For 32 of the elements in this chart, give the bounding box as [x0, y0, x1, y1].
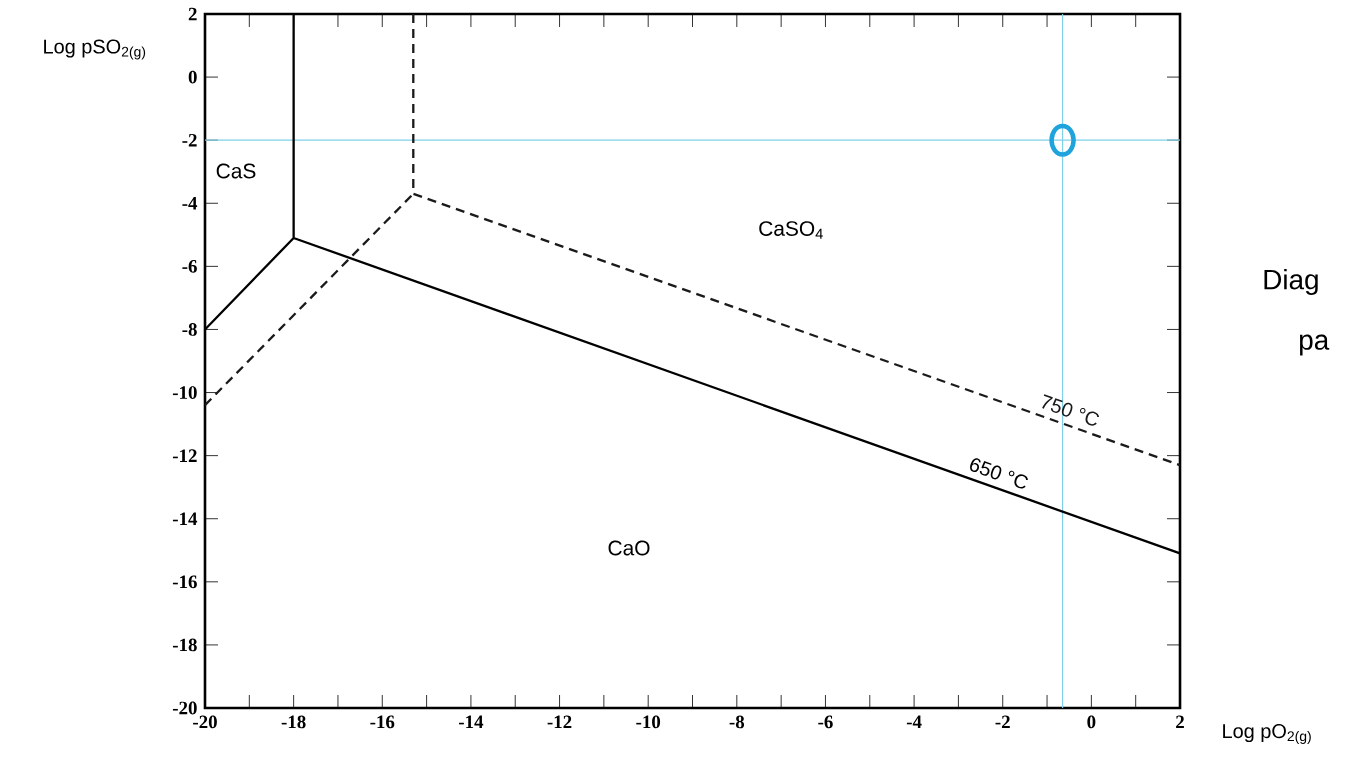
- y-tick-label: -12: [172, 449, 197, 462]
- y-tick-label: -10: [172, 386, 197, 399]
- y-tick-label: -2: [182, 133, 197, 147]
- x-tick-label: -6: [818, 715, 833, 729]
- x-tick-label: -2: [995, 715, 1010, 729]
- text: 650 °C: [970, 458, 1028, 489]
- annotation: CaS: [216, 163, 256, 179]
- y-tick-label: -20: [172, 701, 197, 715]
- x-tick-label: -12: [547, 715, 572, 729]
- y-tick-label: -8: [182, 323, 197, 336]
- x-tick-label: -18: [281, 715, 306, 729]
- text: pa: [1300, 334, 1330, 356]
- x-tick-label: -16: [370, 715, 395, 729]
- annotation: CaO: [608, 540, 650, 556]
- x-tick-label: -14: [458, 715, 484, 729]
- annotation: CaSO$_{4}$: [759, 221, 823, 239]
- x-tick-label: -4: [906, 715, 922, 728]
- y-tick-label: -18: [172, 638, 197, 652]
- x-tick-label: -8: [729, 715, 745, 729]
- x-tick-label: -10: [636, 715, 661, 729]
- x-tick-label: 0: [1087, 715, 1096, 729]
- y-tick-label: 0: [188, 70, 197, 84]
- x-tick-label: 2: [1176, 715, 1184, 729]
- x-axis-title: Log pO$_{2(g)}$: [1223, 724, 1311, 744]
- y-tick-label: 2: [188, 7, 197, 21]
- y-tick-label: -6: [182, 260, 197, 273]
- y-axis-title: Log pSO$_{2(g)}$: [44, 39, 146, 60]
- y-tick-label: -14: [172, 512, 198, 525]
- y-tick-label: -16: [172, 575, 197, 589]
- text: Diag: [1264, 269, 1318, 295]
- text: 750 °C: [1042, 394, 1100, 426]
- y-tick-label: -4: [182, 197, 198, 210]
